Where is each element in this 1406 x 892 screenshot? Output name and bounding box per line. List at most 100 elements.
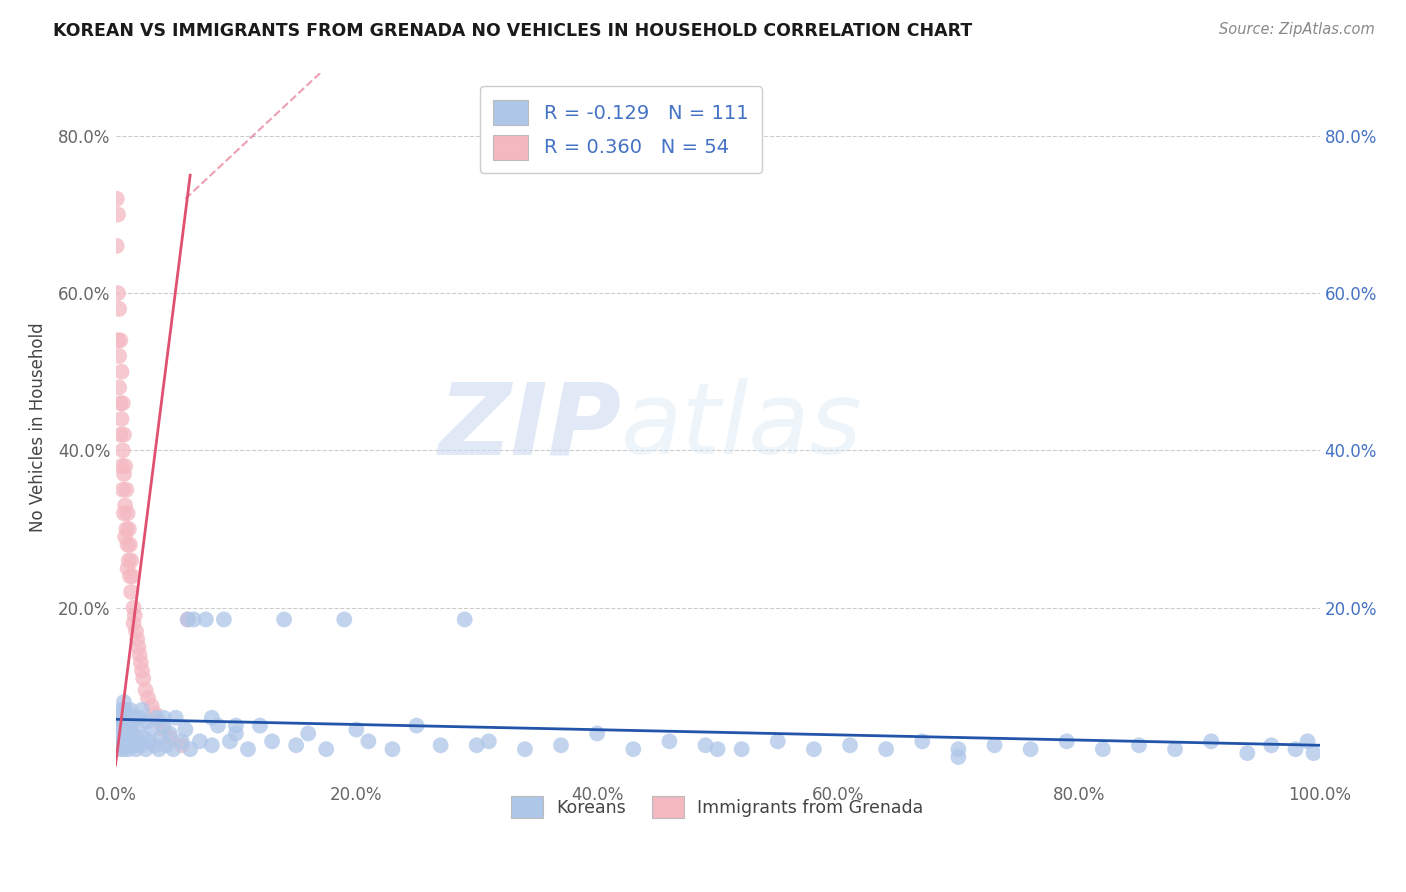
- Point: [120, 718, 142, 732]
- Point: [108, 349, 131, 363]
- Point: [108, 706, 131, 721]
- Point: [124, 731, 146, 745]
- Point: [706, 742, 728, 756]
- Point: [105, 192, 128, 206]
- Point: [118, 569, 141, 583]
- Point: [179, 742, 201, 756]
- Point: [121, 569, 143, 583]
- Point: [107, 207, 129, 221]
- Point: [315, 742, 337, 756]
- Point: [108, 723, 131, 737]
- Point: [177, 612, 200, 626]
- Point: [177, 612, 200, 626]
- Point: [110, 412, 132, 426]
- Point: [120, 553, 142, 567]
- Point: [121, 726, 143, 740]
- Point: [285, 738, 308, 752]
- Point: [150, 731, 173, 745]
- Point: [117, 561, 139, 575]
- Point: [135, 714, 157, 729]
- Point: [225, 718, 247, 732]
- Point: [381, 742, 404, 756]
- Point: [212, 612, 235, 626]
- Point: [110, 427, 132, 442]
- Point: [273, 612, 295, 626]
- Point: [1056, 734, 1078, 748]
- Point: [125, 624, 148, 639]
- Point: [115, 711, 138, 725]
- Text: Source: ZipAtlas.com: Source: ZipAtlas.com: [1219, 22, 1375, 37]
- Point: [621, 742, 644, 756]
- Point: [170, 734, 193, 748]
- Point: [111, 731, 134, 745]
- Point: [201, 738, 224, 752]
- Point: [145, 711, 167, 725]
- Point: [148, 714, 170, 729]
- Point: [115, 483, 138, 497]
- Point: [114, 703, 136, 717]
- Point: [110, 396, 132, 410]
- Point: [1284, 742, 1306, 756]
- Point: [114, 734, 136, 748]
- Text: atlas: atlas: [621, 378, 863, 475]
- Point: [115, 522, 138, 536]
- Point: [112, 723, 135, 737]
- Point: [108, 738, 131, 752]
- Point: [118, 553, 141, 567]
- Point: [107, 711, 129, 725]
- Point: [207, 718, 229, 732]
- Point: [114, 530, 136, 544]
- Point: [118, 714, 141, 729]
- Point: [405, 718, 427, 732]
- Point: [188, 734, 211, 748]
- Point: [1019, 742, 1042, 756]
- Point: [875, 742, 897, 756]
- Point: [839, 738, 862, 752]
- Point: [1236, 746, 1258, 760]
- Point: [141, 698, 163, 713]
- Point: [110, 738, 132, 752]
- Text: ZIP: ZIP: [439, 378, 621, 475]
- Point: [112, 506, 135, 520]
- Point: [111, 443, 134, 458]
- Point: [114, 459, 136, 474]
- Point: [138, 734, 160, 748]
- Point: [110, 365, 132, 379]
- Point: [122, 616, 145, 631]
- Point: [118, 522, 141, 536]
- Point: [107, 734, 129, 748]
- Point: [152, 718, 174, 732]
- Point: [730, 742, 752, 756]
- Point: [143, 706, 166, 721]
- Point: [114, 499, 136, 513]
- Point: [128, 711, 150, 725]
- Point: [454, 612, 477, 626]
- Point: [1302, 746, 1324, 760]
- Point: [107, 286, 129, 301]
- Point: [194, 612, 217, 626]
- Point: [105, 718, 128, 732]
- Point: [152, 711, 174, 725]
- Point: [225, 726, 247, 740]
- Point: [983, 738, 1005, 752]
- Point: [110, 703, 132, 717]
- Point: [127, 723, 149, 737]
- Point: [111, 711, 134, 725]
- Point: [260, 734, 283, 748]
- Point: [201, 711, 224, 725]
- Point: [132, 672, 155, 686]
- Point: [236, 742, 259, 756]
- Point: [112, 467, 135, 481]
- Point: [112, 695, 135, 709]
- Point: [111, 483, 134, 497]
- Point: [112, 742, 135, 756]
- Point: [155, 738, 177, 752]
- Point: [162, 742, 184, 756]
- Point: [513, 742, 536, 756]
- Point: [111, 396, 134, 410]
- Point: [803, 742, 825, 756]
- Y-axis label: No Vehicles in Household: No Vehicles in Household: [30, 322, 46, 532]
- Point: [478, 734, 501, 748]
- Point: [122, 711, 145, 725]
- Point: [110, 334, 132, 348]
